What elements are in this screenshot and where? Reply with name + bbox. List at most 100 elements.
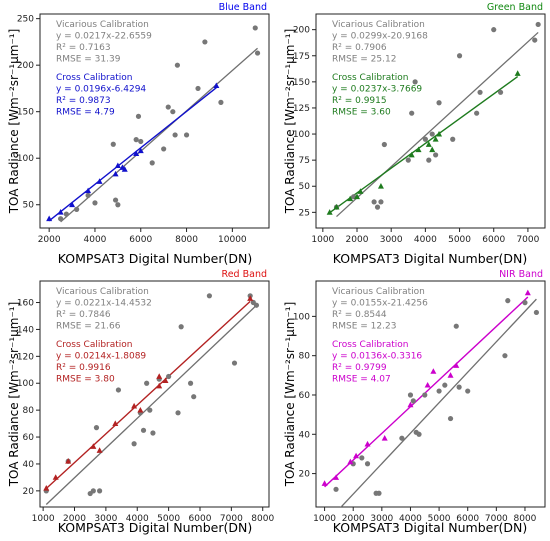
y-tick-label: 20	[299, 470, 311, 480]
y-tick-label: 20	[23, 487, 35, 497]
y-axis-label: TOA Radiance [Wm⁻²sr⁻¹μm⁻¹]	[283, 302, 297, 488]
vicarious-point	[399, 435, 405, 441]
vicarious-point	[433, 152, 439, 158]
vicarious-stat-line: RMSE = 31.39	[56, 55, 121, 65]
vicarious-point	[505, 298, 511, 304]
vicarious-point	[522, 300, 528, 306]
band-title: NIR Band	[499, 269, 543, 280]
chart-panel-2: 1000 2000 3000 4000 5000 6000 7000 25 50 75 100 125…	[283, 2, 546, 266]
x-tick-label: 7000	[485, 514, 508, 524]
cross-stat-line: y = 0.0136x-0.3316	[332, 352, 422, 362]
cross-point	[46, 215, 53, 222]
vicarious-point	[450, 136, 456, 142]
cross-point	[407, 401, 414, 408]
cross-stat-line: R² = 0.9916	[56, 363, 111, 373]
vicarious-point	[85, 192, 91, 199]
vicarious-point	[172, 132, 178, 138]
vicarious-point	[161, 146, 167, 152]
y-tick-label: 100	[17, 154, 34, 164]
y-tick-label: 160	[17, 299, 34, 309]
vicarious-point	[333, 486, 339, 492]
cross-stat-line: Cross Calibration	[332, 73, 409, 83]
cross-point	[156, 373, 163, 379]
band-title: Green Band	[487, 2, 543, 13]
vicarious-stat-line: RMSE = 25.12	[332, 55, 396, 65]
vicarious-point	[147, 407, 153, 413]
x-tick-label: 2000	[63, 514, 86, 524]
cross-fit-line	[45, 300, 251, 490]
y-tick-label: 125	[293, 104, 310, 114]
x-tick-label: 2000	[342, 514, 365, 524]
vicarious-point	[376, 490, 382, 496]
vicarious-point	[407, 392, 414, 398]
x-tick-label: 6000	[189, 514, 212, 524]
plot-frame	[315, 280, 546, 508]
cross-stat-line: RMSE = 3.60	[332, 108, 391, 118]
x-tick-label: 4000	[84, 235, 107, 245]
cross-point	[85, 187, 92, 194]
vicarious-point	[436, 100, 442, 106]
cross-point	[333, 474, 340, 480]
x-tick-label: 6000	[456, 514, 479, 524]
vicarious-point	[90, 488, 96, 494]
vicarious-point	[135, 113, 142, 119]
cross-point	[524, 289, 531, 296]
y-tick-label: 140	[17, 325, 34, 335]
y-tick-label: 80	[299, 352, 311, 362]
vicarious-fit-line	[340, 298, 537, 507]
x-tick-label: 1000	[32, 514, 55, 524]
vicarious-stat-line: R² = 0.7163	[56, 43, 111, 53]
cross-point	[133, 150, 140, 156]
vicarious-point	[206, 293, 212, 299]
cross-point	[114, 162, 121, 169]
vicarious-point	[491, 27, 497, 33]
cross-point	[347, 195, 354, 202]
cross-point	[436, 130, 443, 137]
vicarious-point	[178, 324, 184, 330]
vicarious-point	[218, 99, 224, 105]
x-tick-label: 8000	[175, 235, 198, 245]
x-axis-label: KOMPSAT3 Digital Number(DN)	[58, 520, 252, 535]
cross-point	[247, 295, 254, 301]
vicarious-point	[416, 431, 422, 437]
vicarious-point	[150, 430, 156, 436]
vicarious-point	[436, 388, 442, 394]
x-axis-label: KOMPSAT3 Digital Number(DN)	[58, 251, 252, 266]
x-tick-label: 3000	[94, 514, 117, 524]
cross-point	[43, 484, 50, 491]
y-tick-label: 100	[293, 130, 310, 140]
vicarious-point	[456, 53, 463, 59]
cross-point	[112, 420, 119, 426]
cross-point	[357, 188, 364, 194]
vicarious-point	[359, 455, 365, 461]
x-tick-label: 8000	[251, 514, 274, 524]
vicarious-point	[231, 360, 238, 366]
cross-stat-line: RMSE = 4.07	[332, 375, 391, 385]
vicarious-point	[166, 373, 172, 380]
cross-point	[65, 458, 72, 464]
vicarious-point	[115, 202, 121, 208]
vicarious-stat-line: R² = 0.7846	[56, 310, 111, 320]
vicarious-point	[442, 382, 448, 388]
vicarious-point	[110, 141, 116, 147]
x-tick-label: 6000	[482, 235, 505, 245]
vicarious-point	[115, 387, 122, 393]
vicarious-point	[409, 110, 415, 116]
x-tick-label: 2000	[346, 235, 369, 245]
cross-point	[354, 193, 361, 200]
y-tick-label: 80	[23, 406, 35, 416]
x-tick-label: 7000	[516, 235, 539, 245]
cross-point	[69, 201, 76, 208]
y-tick-label: 100	[17, 379, 34, 389]
vicarious-fit-line	[336, 31, 539, 218]
y-tick-label: 50	[299, 182, 311, 192]
cross-point	[353, 452, 360, 459]
y-tick-label: 120	[17, 352, 34, 362]
y-tick-label: 60	[23, 433, 35, 443]
x-tick-label: 1000	[311, 235, 334, 245]
cross-stat-line: y = 0.0196x-6.4294	[56, 85, 146, 95]
cross-point	[90, 443, 97, 449]
cross-fit-line	[324, 296, 529, 488]
vicarious-point	[405, 157, 411, 163]
